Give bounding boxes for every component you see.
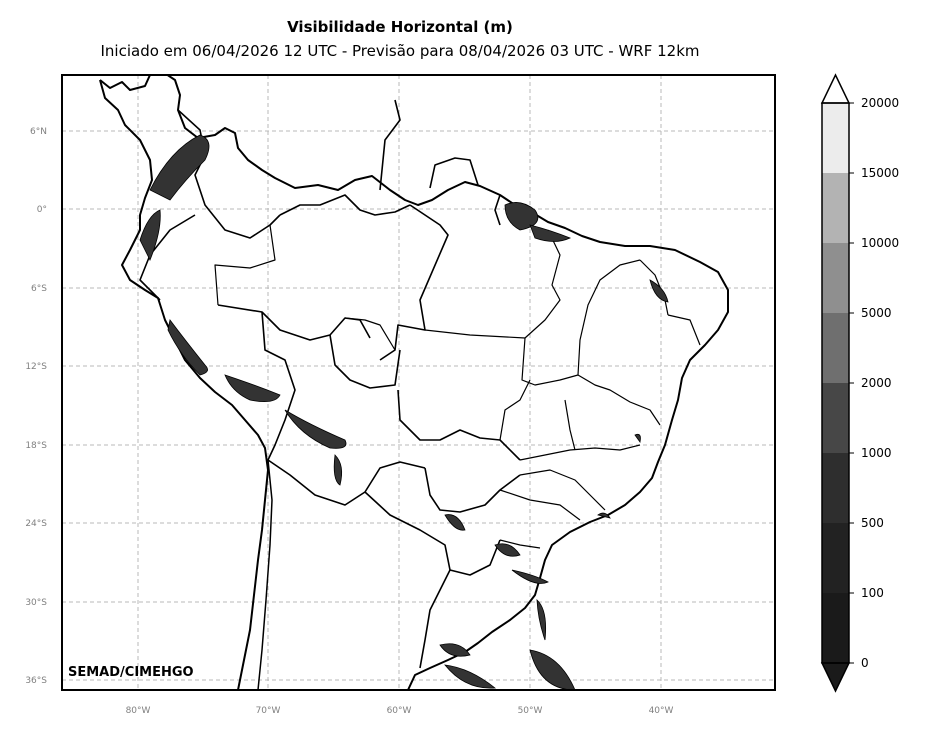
colorbar-tick-label: 0 (861, 656, 869, 670)
lon-label: 60°W (387, 706, 412, 716)
colorbar-tick-label: 500 (861, 516, 884, 530)
colorbar-tick-label: 2000 (861, 376, 892, 390)
colorbar-tick-label: 1000 (861, 446, 892, 460)
credit-label: SEMAD/CIMEHGO (68, 665, 194, 680)
chart-title: Visibilidade Horizontal (m) (287, 18, 513, 36)
lat-label: 30°S (25, 598, 47, 608)
lon-label: 50°W (518, 706, 543, 716)
colorbar-segment (822, 383, 849, 453)
state-borders (214, 224, 701, 549)
colorbar-tick-label: 15000 (861, 166, 899, 180)
colorbar-segment (822, 593, 849, 663)
low-visibility-areas (139, 134, 669, 690)
colorbar-segment (822, 523, 849, 593)
colorbar-segment (822, 313, 849, 383)
colorbar-segment (822, 453, 849, 523)
colorbar-tick-label: 5000 (861, 306, 892, 320)
colorbar-tick-label: 10000 (861, 236, 899, 250)
south-america-coastline (99, 75, 729, 690)
chile-inner-coast (257, 459, 273, 690)
lat-label: 6°S (31, 284, 47, 294)
longitude-labels: 80°W 70°W 60°W 50°W 40°W (126, 706, 674, 716)
colorbar: 0 100 500 1000 2000 5000 10000 15000 20000 (820, 73, 899, 693)
lon-label: 40°W (649, 706, 674, 716)
lat-label: 24°S (25, 519, 47, 529)
colorbar-tick-label: 100 (861, 586, 884, 600)
lat-label: 0° (37, 205, 47, 215)
latitude-labels: 6°N 0° 6°S 12°S 18°S 24°S 30°S 36°S (25, 127, 47, 686)
lat-label: 12°S (25, 362, 47, 372)
colorbar-segment (822, 103, 849, 173)
lat-label: 36°S (25, 676, 47, 686)
lat-label: 18°S (25, 441, 47, 451)
lat-label: 6°N (30, 127, 47, 137)
colorbar-extend-max (820, 73, 851, 104)
lon-label: 70°W (256, 706, 281, 716)
gridlines (62, 75, 775, 690)
colorbar-segment (822, 173, 849, 243)
map-frame (61, 74, 776, 691)
country-borders (139, 99, 521, 669)
colorbar-extend-min (820, 662, 851, 693)
lon-label: 80°W (126, 706, 151, 716)
chart-subtitle: Iniciado em 06/04/2026 12 UTC - Previsão… (100, 42, 700, 60)
colorbar-tick-label: 20000 (861, 96, 899, 110)
colorbar-segment (822, 243, 849, 313)
